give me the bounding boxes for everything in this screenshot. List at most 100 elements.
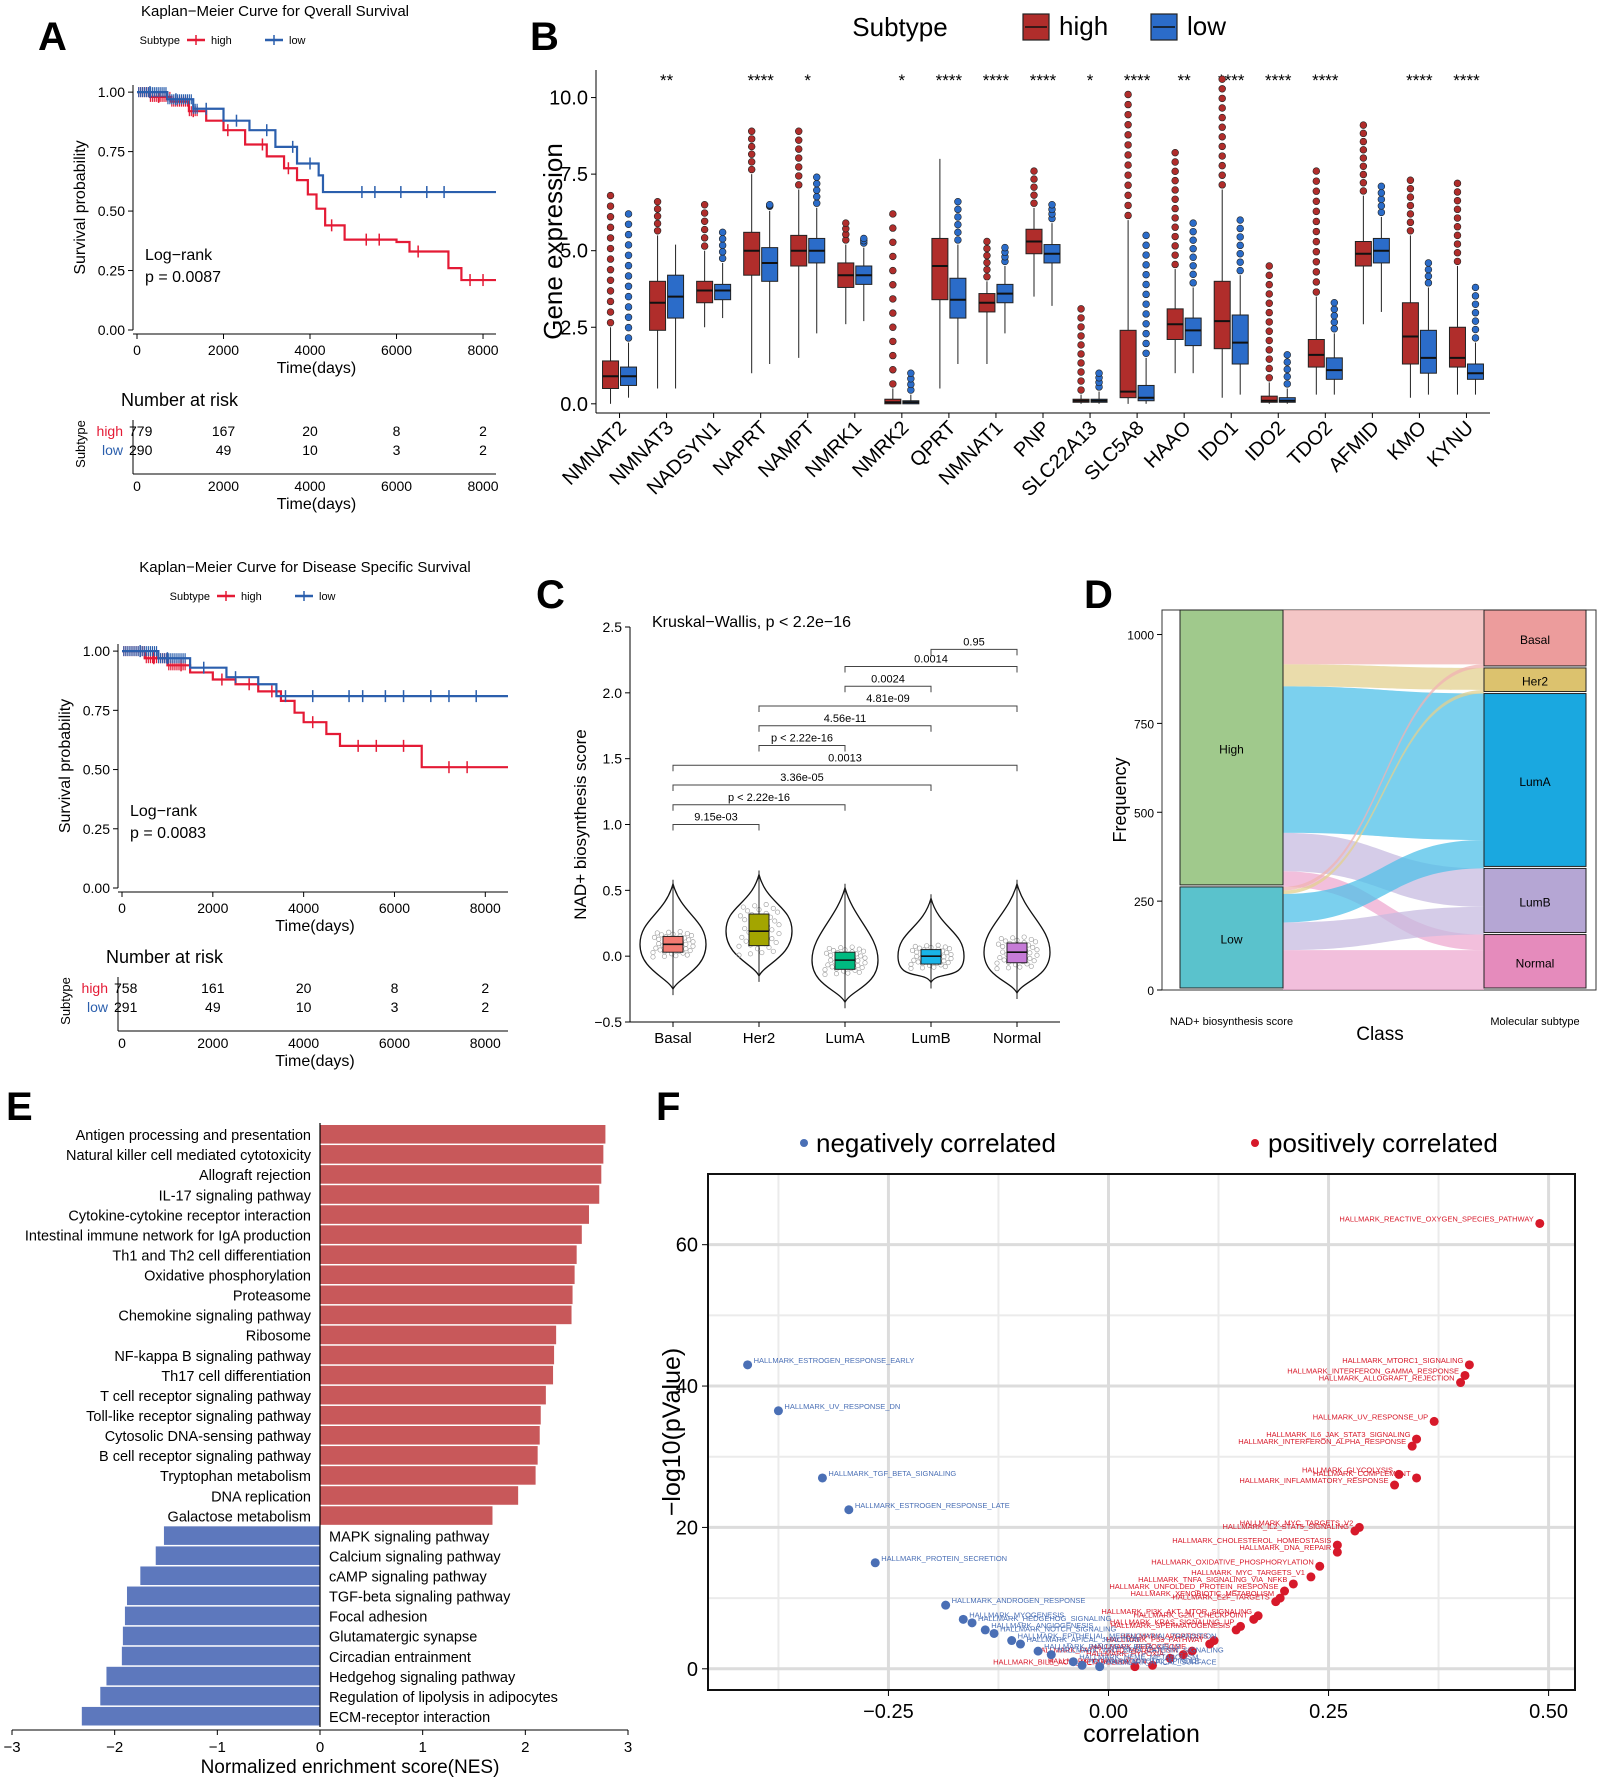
risk-x-tick-label: 0 [118, 1035, 126, 1051]
jitter-point-Basal [683, 946, 689, 952]
jitter-point-LumB [908, 961, 914, 967]
outlier-high [1265, 299, 1273, 307]
outlier-high [1453, 214, 1462, 222]
outlier-high [1312, 177, 1321, 185]
risk-x-tick-label: 8000 [470, 1035, 501, 1051]
km-disease-specific-survival: Kaplan−Meier Curve for Disease Specific … [57, 559, 508, 1070]
outlier-high [1218, 85, 1226, 93]
survival-curve-low [122, 650, 508, 698]
jitter-point-Her2 [752, 903, 758, 909]
outlier-high [1265, 374, 1273, 382]
risk-x-tick-label: 4000 [288, 1035, 319, 1051]
x-tick-label: −3 [3, 1739, 20, 1756]
x-tick-label: NAD+ biosynthesis score [1170, 1016, 1293, 1028]
point-label: HALLMARK_COAGULATION [1048, 1656, 1147, 1665]
outlier-high [842, 219, 850, 227]
comparison-bracket [758, 745, 846, 752]
jitter-point-LumB [931, 964, 937, 970]
outlier-high [983, 273, 991, 281]
jitter-point-Normal [994, 966, 1000, 972]
outlier-high [653, 212, 662, 220]
x-tick-label: Her2 [743, 1030, 776, 1047]
box-high [696, 280, 714, 304]
panel-label-c: C [536, 573, 565, 617]
pathway-label: Intestinal immune network for IgA produc… [25, 1228, 311, 1244]
jitter-point-Normal [1000, 944, 1006, 950]
x-tick-label: −2 [106, 1739, 123, 1756]
outlier-low [813, 193, 821, 201]
point-label: HALLMARK_HEDGEHOG_SIGNALING [978, 1614, 1112, 1623]
outlier-high [889, 252, 897, 261]
outlier-high [983, 265, 991, 274]
outlier-high [889, 281, 897, 289]
panel-label-e: E [6, 1085, 33, 1129]
point-neg [1033, 1646, 1043, 1656]
jitter-point-Her2 [742, 926, 748, 932]
outlier-low [1142, 231, 1150, 240]
jitter-point-Her2 [759, 950, 765, 956]
outlier-high [1453, 179, 1462, 188]
y-tick-label: −0.5 [594, 1014, 622, 1030]
nes-bar [122, 1626, 320, 1646]
outlier-low [954, 197, 962, 206]
outlier-high [1265, 308, 1273, 317]
outlier-low [624, 313, 633, 321]
point-pos [1271, 1597, 1281, 1607]
jitter-point-Normal [1031, 958, 1037, 964]
point-label: HALLMARK_PEROXISOME [1091, 1642, 1186, 1651]
outlier-high [795, 145, 803, 153]
outlier-high [1124, 171, 1132, 179]
jitter-point-Normal [1021, 934, 1027, 940]
gene-expression-boxplot: Subtype high low 0.0 2.5 5.0 7.5 10.0 Gene expre… [538, 11, 1490, 501]
outlier-high [1312, 288, 1321, 296]
x-tick-label: 2000 [208, 342, 239, 358]
risk-table-axis-label: Subtype [58, 977, 73, 1025]
outlier-high [700, 217, 709, 225]
point-neg [844, 1505, 854, 1515]
flow-Low-Normal [1283, 950, 1484, 990]
box-high [602, 360, 620, 389]
outlier-high [1124, 161, 1132, 169]
jitter-point-LumA [858, 953, 864, 959]
outlier-high [1077, 332, 1085, 340]
outlier-high [889, 323, 897, 331]
point-label: HALLMARK_PANCREAS_BETA_CELLS [1044, 1642, 1180, 1651]
outlier-high [1124, 191, 1132, 200]
pathway-label: Focal adhesion [329, 1610, 427, 1626]
jitter-point-LumA [822, 971, 828, 977]
kruskal-wallis-label: Kruskal−Wallis, p < 2.2e−16 [652, 614, 851, 631]
outlier-high [1359, 170, 1368, 179]
legend-label-positive: positively correlated [1268, 1128, 1498, 1158]
y-tick-label: 0.75 [83, 702, 110, 718]
outlier-high [795, 154, 803, 162]
jitter-point-LumA [862, 960, 868, 966]
jitter-point-Basal [683, 941, 689, 947]
outlier-high [1312, 278, 1321, 286]
outlier-high [1171, 214, 1179, 222]
jitter-point-LumA [823, 950, 829, 956]
point-label: HALLMARK_IL2_STAT5_SIGNALING [1222, 1522, 1349, 1531]
jitter-point-Basal [657, 947, 663, 953]
outlier-low [1189, 219, 1197, 227]
outlier-low [1471, 283, 1480, 292]
stratum-Her2 [1483, 667, 1587, 693]
outlier-low [1471, 292, 1480, 300]
panel-label-f: F [656, 1085, 680, 1129]
outlier-high [1265, 364, 1273, 373]
point-label: HALLMARK_NOTCH_SIGNALING [1000, 1624, 1116, 1633]
jitter-point-Her2 [769, 936, 775, 942]
outlier-high [653, 197, 662, 206]
risk-value: 8 [391, 980, 399, 996]
comparison-pvalue: 3.36e-05 [780, 772, 823, 784]
stratum-LumA [1483, 693, 1587, 867]
outlier-high [1218, 171, 1226, 179]
outlier-low [1236, 250, 1244, 258]
outlier-high [1218, 123, 1226, 131]
y-axis-label: −log10(pValue) [658, 1348, 686, 1516]
point-pos [1315, 1561, 1325, 1571]
risk-value: 20 [296, 980, 312, 996]
outlier-low [954, 220, 962, 229]
point-label: HALLMARK_INTERFERON_GAMMA_RESPONSE [1287, 1366, 1459, 1375]
pathway-label: Cytosolic DNA-sensing pathway [105, 1429, 312, 1445]
outlier-low [1236, 241, 1244, 250]
